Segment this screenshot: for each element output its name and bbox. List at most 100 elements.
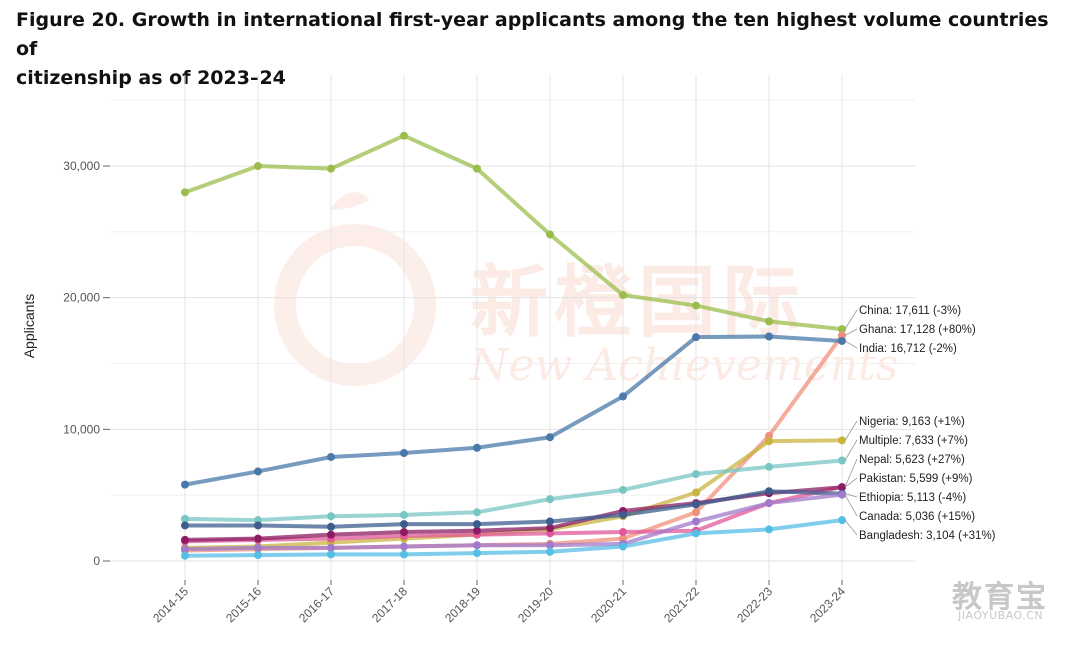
data-point-canada: [400, 542, 408, 551]
series-label-nigeria: Nigeria: 9,163 (+1%): [859, 416, 965, 428]
series-label-bangladesh: Bangladesh: 3,104 (+31%): [859, 530, 996, 542]
x-tick-label: 2021-22: [661, 584, 702, 625]
series-lines: [181, 131, 846, 560]
data-point-bangladesh: [327, 550, 335, 559]
watermark-logo: [274, 192, 436, 386]
data-point-ethiopia: [254, 521, 262, 530]
series-label-china: China: 17,611 (-3%): [859, 305, 961, 317]
data-point-pakistan: [838, 483, 846, 492]
data-point-india: [619, 392, 627, 401]
x-tick-label: 2015-16: [223, 584, 264, 625]
y-tick-label: 30,000: [63, 159, 100, 173]
data-point-canada: [546, 541, 554, 550]
series-label-ethiopia: Ethiopia: 5,113 (-4%): [859, 492, 966, 504]
data-point-canada: [692, 517, 700, 526]
data-point-multiple: [473, 508, 481, 517]
data-point-india: [400, 449, 408, 458]
data-point-china: [327, 164, 335, 173]
y-tick-label: 20,000: [63, 291, 100, 305]
data-point-india: [473, 443, 481, 452]
data-point-ethiopia: [765, 487, 773, 496]
data-point-ethiopia: [181, 521, 189, 530]
data-point-pakistan: [327, 530, 335, 539]
data-point-ethiopia: [327, 522, 335, 531]
watermark-corner-cn: 教育宝: [952, 580, 1048, 615]
data-point-ethiopia: [546, 517, 554, 526]
x-tick-label: 2017-18: [369, 584, 410, 625]
data-point-canada: [473, 541, 481, 550]
leader-line: [844, 477, 858, 488]
data-point-china: [619, 291, 627, 300]
series-labels: China: 17,611 (-3%) Ghana: 17,128 (+80%) I…: [844, 305, 996, 542]
series-line-nepal: [183, 484, 844, 544]
data-point-canada: [181, 545, 189, 554]
leader-line: [844, 494, 858, 517]
data-point-pakistan: [546, 524, 554, 533]
data-point-india: [327, 452, 335, 461]
leader-line: [844, 493, 858, 498]
data-point-india: [546, 433, 554, 442]
data-point-india: [692, 333, 700, 342]
data-point-india: [181, 480, 189, 489]
figure-title-line1: Figure 20. Growth in international first…: [16, 9, 1049, 60]
data-point-nigeria: [692, 488, 700, 497]
x-tick-label: 2014-15: [150, 584, 191, 625]
data-point-ethiopia: [619, 510, 627, 519]
data-point-multiple: [327, 512, 335, 521]
data-point-china: [254, 162, 262, 170]
data-point-canada: [765, 499, 773, 508]
data-point-pakistan: [254, 534, 262, 543]
data-point-canada: [838, 490, 846, 499]
series-line-canada: [183, 492, 844, 552]
data-point-multiple: [546, 495, 554, 504]
watermark-brand-cn: 新橙国际: [470, 257, 807, 348]
watermark-corner-en: JIAOYUBAO.CN: [958, 609, 1044, 622]
leader-line: [844, 328, 858, 336]
x-tick-label: 2018-19: [442, 584, 483, 625]
data-point-multiple: [765, 462, 773, 471]
data-point-pakistan: [181, 535, 189, 544]
series-label-pakistan: Pakistan: 5,599 (+9%): [859, 473, 973, 485]
data-point-bangladesh: [838, 516, 846, 525]
gridlines: [110, 75, 915, 580]
series-label-nepal: Nepal: 5,623 (+27%): [859, 454, 965, 466]
series-label-ghana: Ghana: 17,128 (+80%): [859, 324, 976, 336]
data-point-multiple: [692, 470, 700, 479]
data-point-china: [692, 301, 700, 310]
series-label-multiple: Multiple: 7,633 (+7%): [859, 435, 968, 447]
data-point-canada: [254, 543, 262, 552]
data-point-multiple: [400, 510, 408, 519]
data-point-china: [400, 131, 408, 140]
data-point-china: [473, 164, 481, 173]
x-tick-label: 2023-24: [807, 584, 848, 625]
series-label-india: India: 16,712 (-2%): [859, 343, 957, 355]
data-point-ghana: [692, 508, 700, 517]
data-point-nigeria: [838, 436, 846, 445]
leader-line: [844, 519, 858, 536]
data-point-bangladesh: [400, 550, 408, 559]
data-point-pakistan: [473, 526, 481, 535]
data-point-nepal: [619, 528, 627, 537]
data-point-india: [838, 336, 846, 345]
data-point-china: [765, 317, 773, 326]
data-point-nigeria: [765, 437, 773, 446]
series-line-ethiopia: [183, 489, 844, 529]
leader-line: [844, 458, 858, 488]
data-point-bangladesh: [765, 525, 773, 534]
figure-title: Figure 20. Growth in international first…: [16, 6, 1066, 93]
data-point-india: [765, 332, 773, 341]
x-tick-label: 2022-23: [734, 584, 775, 625]
data-point-multiple: [838, 456, 846, 465]
series-line-india: [183, 334, 844, 487]
series-label-canada: Canada: 5,036 (+15%): [859, 511, 975, 523]
data-point-multiple: [619, 485, 627, 494]
data-point-china: [181, 188, 189, 197]
data-point-india: [254, 467, 262, 476]
data-point-ethiopia: [692, 500, 700, 509]
series-line-bangladesh: [183, 518, 844, 558]
data-point-china: [838, 325, 846, 334]
x-tick-label: 2016-17: [296, 584, 337, 625]
leader-line: [844, 439, 858, 461]
figure-title-line2: citizenship as of 2023–24: [16, 67, 286, 89]
leader-line: [844, 340, 858, 349]
